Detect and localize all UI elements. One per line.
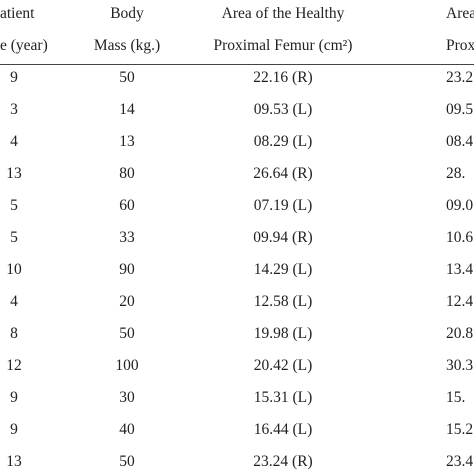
table-cell: 12	[6, 357, 22, 374]
table-cell: 26.64 (R)	[253, 165, 313, 182]
table-cell: 8	[10, 325, 18, 342]
table-cell: 23.2	[446, 69, 474, 86]
table-cell: 100	[115, 357, 139, 374]
table-cell: 14	[119, 101, 135, 118]
table-cell: 19.98 (L)	[253, 325, 313, 342]
table-cell: 16.44 (L)	[253, 421, 313, 438]
table-cell: 4	[10, 133, 18, 150]
table-cell: 13	[119, 133, 135, 150]
table-cell: 60	[119, 197, 135, 214]
table-cell: 09.0	[446, 197, 474, 214]
table-cell: 15.31 (L)	[253, 389, 313, 406]
table-cell: 12.4	[446, 293, 474, 310]
header-cell: Area of the	[446, 5, 474, 22]
header-cell: Area of the Healthy	[221, 5, 345, 22]
header-cell: Mass (kg.)	[93, 37, 161, 54]
header-rule	[0, 64, 474, 65]
table-cell: 15.2	[446, 421, 474, 438]
header-cell: Proximal	[446, 37, 474, 54]
table-cell: 23.24 (R)	[253, 453, 313, 470]
table-cell: 28.	[446, 165, 466, 182]
table-cell: 5	[10, 197, 18, 214]
table-cell: 08.4	[446, 133, 474, 150]
table-cell: 30	[119, 389, 135, 406]
table-cell: 9	[10, 69, 18, 86]
table-cell: 09.5	[446, 101, 474, 118]
table-cell: 14.29 (L)	[253, 261, 313, 278]
table-cell: 90	[119, 261, 135, 278]
header-cell: Body	[110, 5, 144, 22]
table-cell: 13.4	[446, 261, 474, 278]
table-cell: 50	[119, 69, 135, 86]
table-cell: 15.	[446, 389, 466, 406]
table-cell: 10	[6, 261, 22, 278]
table-cell: 33	[119, 229, 135, 246]
table-cell: 50	[119, 453, 135, 470]
table-cell: 9	[10, 421, 18, 438]
table-cell: 9	[10, 389, 18, 406]
table-cell: 80	[119, 165, 135, 182]
table-cell: 20.42 (L)	[253, 357, 313, 374]
table-cell: 3	[10, 101, 18, 118]
table-cell: 12.58 (L)	[253, 293, 313, 310]
table-cell: 50	[119, 325, 135, 342]
table-cell: 22.16 (R)	[253, 69, 313, 86]
table-cell: 20	[119, 293, 135, 310]
table-cell: 30.3	[446, 357, 474, 374]
table-cell: 08.29 (L)	[253, 133, 313, 150]
header-cell: e (year)	[0, 37, 48, 54]
header-cell: atient	[0, 5, 35, 22]
header-cell: Proximal Femur (cm²)	[213, 37, 353, 54]
table-cell: 13	[6, 453, 22, 470]
table-cell: 09.53 (L)	[253, 101, 313, 118]
table-cell: 13	[6, 165, 22, 182]
table-cell: 07.19 (L)	[253, 197, 313, 214]
table-cell: 10.6	[446, 229, 474, 246]
table-cell: 5	[10, 229, 18, 246]
table-cell: 40	[119, 421, 135, 438]
table-cell: 20.8	[446, 325, 474, 342]
table-cell: 09.94 (R)	[253, 229, 313, 246]
table-cell: 4	[10, 293, 18, 310]
table-cell: 23.4	[446, 453, 474, 470]
